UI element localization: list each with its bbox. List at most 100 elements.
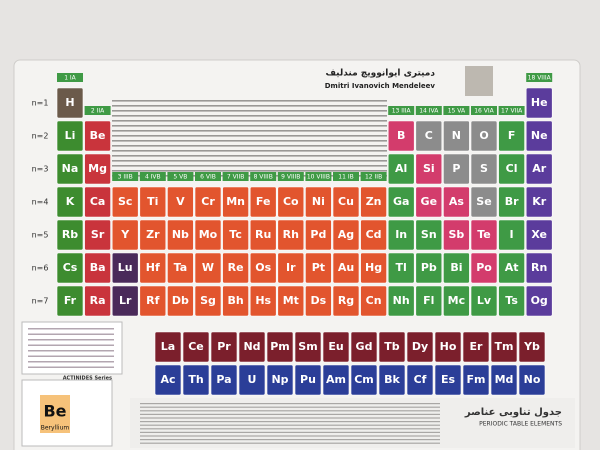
element-symbol: Rn — [531, 261, 547, 274]
element-cell — [266, 331, 294, 363]
element-symbol: Gd — [356, 340, 373, 353]
element-cell — [111, 252, 139, 284]
element-symbol: Bh — [227, 294, 243, 307]
text-line — [112, 160, 387, 162]
period-label: n=7 — [32, 297, 49, 306]
footer-title-en: PERIODIC TABLE ELEMENTS — [479, 421, 562, 428]
legend-box — [21, 321, 123, 375]
element-symbol: Sc — [118, 195, 132, 208]
element-cell — [154, 331, 182, 363]
element-cell — [415, 252, 443, 284]
element-symbol: V — [176, 195, 185, 208]
group-header — [84, 106, 111, 115]
text-line — [140, 406, 440, 408]
text-line — [112, 135, 387, 137]
text-line — [112, 155, 387, 157]
element-cell — [111, 186, 139, 218]
text-line — [140, 417, 440, 419]
element-symbol: Tl — [396, 261, 407, 274]
element-cell — [322, 364, 350, 396]
element-cell — [470, 120, 498, 152]
element-cell — [490, 331, 518, 363]
text-line — [112, 110, 387, 112]
element-cell — [406, 331, 434, 363]
element-cell — [167, 186, 194, 218]
element-cell — [443, 186, 470, 218]
element-symbol: Ho — [440, 340, 457, 353]
text-line — [140, 424, 440, 426]
element-symbol: Lu — [118, 261, 133, 274]
element-symbol: Og — [531, 294, 548, 307]
element-cell — [167, 219, 194, 251]
element-symbol: Mc — [448, 294, 465, 307]
element-symbol: Y — [120, 228, 130, 241]
element-cell — [139, 252, 167, 284]
element-symbol: Ra — [90, 294, 106, 307]
element-cell — [525, 87, 553, 119]
text-line — [140, 403, 440, 405]
group-header — [277, 172, 304, 181]
element-cell — [277, 252, 305, 284]
element-cell — [415, 285, 443, 317]
group-label: 10 VIIIB — [307, 174, 330, 181]
element-cell — [360, 219, 387, 251]
element-symbol: Ir — [286, 261, 296, 274]
element-symbol: Re — [228, 261, 244, 274]
element-symbol: Ts — [505, 294, 518, 307]
element-symbol: Sb — [449, 228, 465, 241]
group-header — [167, 172, 194, 181]
element-symbol: Al — [395, 162, 407, 175]
element-symbol: Cn — [366, 294, 382, 307]
element-symbol: Co — [283, 195, 299, 208]
group-header — [250, 172, 277, 181]
element-cell — [249, 219, 277, 251]
example-symbol: Be — [43, 402, 66, 421]
element-cell — [56, 87, 84, 119]
group-header — [526, 73, 553, 82]
legend-line — [28, 355, 114, 357]
element-symbol: Tc — [229, 228, 242, 241]
text-line — [112, 120, 387, 122]
element-symbol: Sr — [91, 228, 105, 241]
element-cell — [470, 285, 498, 317]
text-line — [112, 145, 387, 147]
element-symbol: Pu — [300, 373, 316, 386]
element-cell — [360, 252, 387, 284]
group-label: 16 VIA — [474, 108, 494, 115]
element-cell — [56, 219, 84, 251]
group-label: 11 IB — [338, 174, 353, 181]
element-cell — [415, 186, 443, 218]
text-line — [140, 428, 440, 430]
element-symbol: Sn — [421, 228, 437, 241]
element-cell — [470, 219, 498, 251]
element-symbol: Rg — [338, 294, 354, 307]
element-symbol: Se — [476, 195, 491, 208]
element-symbol: Nd — [243, 340, 260, 353]
element-cell — [56, 186, 84, 218]
period-label: n=3 — [32, 165, 49, 174]
text-line — [140, 421, 440, 423]
element-symbol: Es — [441, 373, 456, 386]
element-cell — [498, 285, 525, 317]
text-line — [140, 413, 440, 415]
element-symbol: Rh — [283, 228, 299, 241]
element-symbol: Ne — [531, 129, 548, 142]
element-symbol: Pd — [310, 228, 326, 241]
text-line — [112, 105, 387, 107]
text-line — [112, 125, 387, 127]
element-cell — [518, 364, 546, 396]
element-cell — [470, 186, 498, 218]
element-symbol: S — [480, 162, 488, 175]
element-cell — [350, 331, 378, 363]
element-cell — [111, 285, 139, 317]
element-cell — [222, 219, 249, 251]
element-symbol: At — [505, 261, 519, 274]
example-cell — [40, 395, 70, 433]
group-label: 3 IIIB — [118, 174, 133, 181]
element-cell — [378, 364, 406, 396]
element-cell — [525, 252, 553, 284]
element-cell — [210, 364, 238, 396]
element-cell — [249, 186, 277, 218]
element-symbol: Ac — [160, 373, 175, 386]
